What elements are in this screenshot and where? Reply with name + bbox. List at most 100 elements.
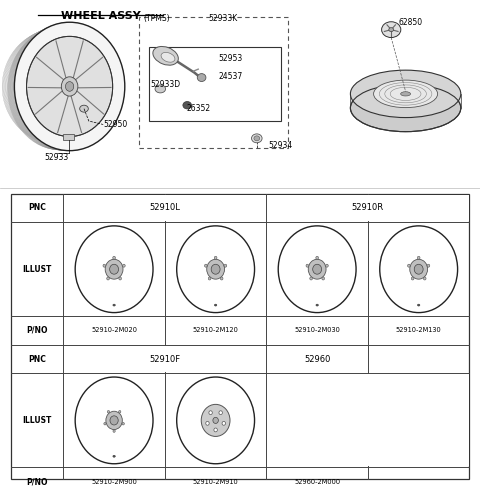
Ellipse shape	[411, 277, 414, 280]
Text: (TPMS): (TPMS)	[143, 14, 169, 23]
Ellipse shape	[209, 411, 212, 414]
Polygon shape	[289, 249, 312, 263]
Ellipse shape	[119, 411, 121, 413]
Text: 52953: 52953	[218, 54, 243, 63]
Ellipse shape	[177, 226, 254, 313]
Ellipse shape	[389, 28, 394, 32]
Ellipse shape	[192, 404, 197, 410]
Ellipse shape	[103, 264, 106, 267]
Ellipse shape	[234, 404, 240, 410]
Ellipse shape	[214, 428, 217, 432]
Ellipse shape	[213, 417, 218, 423]
Bar	[11, 194, 469, 479]
Polygon shape	[115, 278, 127, 303]
Ellipse shape	[180, 380, 252, 460]
Ellipse shape	[373, 80, 438, 108]
Ellipse shape	[226, 441, 230, 447]
Ellipse shape	[201, 405, 230, 436]
Polygon shape	[386, 267, 411, 271]
Ellipse shape	[113, 430, 115, 432]
Polygon shape	[406, 278, 418, 303]
Ellipse shape	[107, 277, 109, 280]
Ellipse shape	[222, 421, 226, 425]
Text: 52910-2M910: 52910-2M910	[193, 479, 239, 485]
Ellipse shape	[122, 422, 124, 425]
Ellipse shape	[201, 394, 206, 400]
Polygon shape	[122, 412, 145, 419]
Ellipse shape	[310, 277, 312, 280]
Ellipse shape	[254, 136, 260, 141]
Polygon shape	[106, 234, 111, 261]
Ellipse shape	[410, 259, 428, 279]
Ellipse shape	[215, 304, 217, 306]
Ellipse shape	[113, 304, 115, 306]
Ellipse shape	[384, 230, 454, 308]
Polygon shape	[422, 234, 427, 261]
Ellipse shape	[408, 264, 410, 267]
Ellipse shape	[79, 381, 149, 459]
Polygon shape	[86, 249, 108, 263]
Ellipse shape	[401, 92, 410, 96]
Bar	[63, 134, 74, 140]
Polygon shape	[89, 273, 107, 293]
Ellipse shape	[75, 226, 153, 313]
Polygon shape	[427, 267, 452, 271]
Polygon shape	[394, 273, 412, 293]
Ellipse shape	[283, 231, 351, 307]
Ellipse shape	[427, 264, 430, 267]
Ellipse shape	[192, 431, 197, 437]
Ellipse shape	[109, 264, 119, 274]
Polygon shape	[292, 273, 310, 293]
Text: ILLUST: ILLUST	[22, 416, 52, 425]
Text: PNC: PNC	[28, 355, 46, 364]
Polygon shape	[203, 278, 215, 303]
Ellipse shape	[106, 411, 122, 430]
Polygon shape	[188, 249, 210, 263]
Ellipse shape	[234, 431, 240, 437]
Polygon shape	[89, 426, 108, 443]
Ellipse shape	[211, 264, 220, 274]
Ellipse shape	[417, 256, 420, 259]
Ellipse shape	[382, 22, 401, 38]
Ellipse shape	[122, 264, 125, 267]
Text: 24537: 24537	[218, 72, 243, 81]
Ellipse shape	[26, 37, 113, 136]
Ellipse shape	[181, 382, 250, 458]
Ellipse shape	[384, 231, 453, 307]
Text: 52910-2M900: 52910-2M900	[91, 479, 137, 485]
Ellipse shape	[213, 445, 218, 451]
Ellipse shape	[224, 264, 227, 267]
Ellipse shape	[204, 264, 207, 267]
Bar	[267, 195, 469, 221]
Polygon shape	[410, 234, 415, 261]
Ellipse shape	[214, 256, 217, 259]
Polygon shape	[120, 426, 139, 443]
Polygon shape	[305, 278, 316, 303]
Ellipse shape	[108, 411, 109, 413]
Ellipse shape	[105, 259, 123, 279]
Polygon shape	[122, 267, 147, 271]
Ellipse shape	[161, 52, 175, 62]
Text: 26352: 26352	[186, 104, 210, 113]
Ellipse shape	[316, 304, 318, 306]
Bar	[64, 195, 266, 221]
Ellipse shape	[207, 259, 225, 279]
Bar	[149, 47, 281, 121]
Polygon shape	[217, 278, 228, 303]
Text: 52933D: 52933D	[151, 81, 181, 89]
Polygon shape	[325, 267, 350, 271]
Text: 52910-2M020: 52910-2M020	[91, 328, 137, 333]
Polygon shape	[207, 234, 212, 261]
Text: 52933K: 52933K	[209, 14, 238, 23]
Ellipse shape	[252, 134, 262, 143]
Ellipse shape	[350, 70, 461, 118]
Polygon shape	[223, 273, 241, 293]
Polygon shape	[221, 249, 243, 263]
Ellipse shape	[220, 277, 223, 280]
Ellipse shape	[183, 102, 192, 109]
Polygon shape	[323, 249, 345, 263]
Ellipse shape	[61, 77, 78, 96]
Polygon shape	[224, 267, 249, 271]
Text: 52910-2M030: 52910-2M030	[294, 328, 340, 333]
Ellipse shape	[197, 74, 206, 82]
